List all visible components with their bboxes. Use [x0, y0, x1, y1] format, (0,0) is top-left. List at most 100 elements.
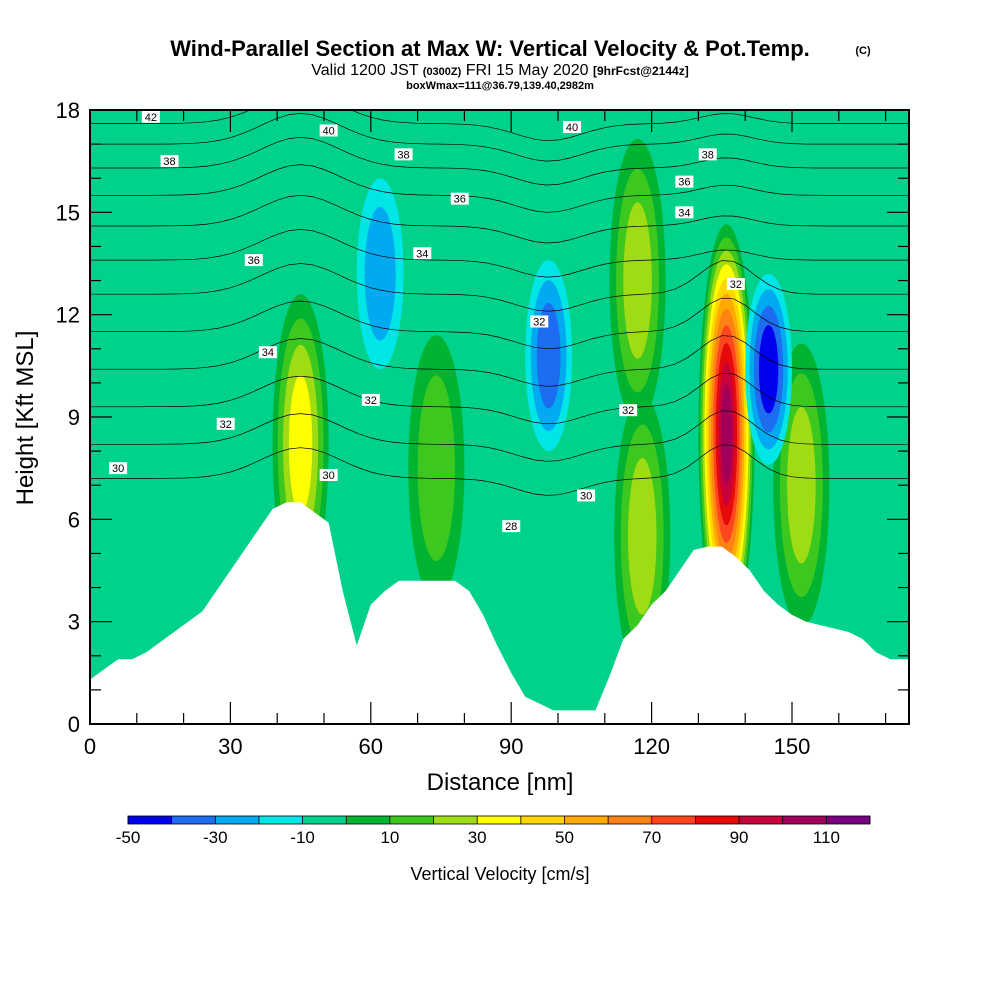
theta-contour-label: 30 [109, 462, 128, 475]
valid-date: FRI 15 May 2020 [466, 62, 589, 79]
velocity-contour-band [627, 458, 657, 615]
y-tick-label: 0 [68, 712, 80, 737]
theta-contour-line [90, 164, 909, 213]
theta-label-text: 38 [397, 149, 409, 161]
velocity-contour-band [758, 324, 779, 414]
theta-contour-label: 34 [258, 346, 277, 359]
velocity-contour-band [288, 374, 313, 514]
y-tick-label: 9 [68, 405, 80, 430]
velocity-contour-band [364, 206, 396, 341]
theta-contour-label: 34 [675, 206, 694, 219]
theta-label-text: 42 [145, 112, 157, 124]
theta-contour-line [90, 260, 909, 312]
colorbar-swatch [389, 816, 434, 824]
theta-contour-line [90, 194, 909, 244]
theta-label-text: 30 [580, 490, 592, 502]
colorbar-swatch [346, 816, 390, 824]
colorbar-tick-label: -50 [116, 828, 141, 847]
y-axis-label: Height [Kft MSL] [12, 331, 39, 506]
theta-contour-label: 28 [502, 520, 521, 533]
theta-contour-line [90, 297, 909, 350]
theta-label-text: 36 [248, 255, 260, 267]
valid-time-utc: (0300Z) [423, 66, 462, 78]
colorbar-tick-label: 10 [380, 828, 399, 847]
colorbar-swatch [128, 816, 172, 824]
theta-label-text: 32 [533, 316, 545, 328]
theta-contour-line [90, 444, 909, 496]
x-tick-label: 120 [633, 734, 670, 759]
theta-contour-line [90, 335, 909, 387]
colorbar-tick-label: 110 [813, 828, 840, 847]
velocity-contour-band [417, 375, 455, 562]
terrain-mask [90, 502, 909, 724]
colorbar-tick-label: 50 [555, 828, 574, 847]
y-tick-label: 12 [56, 303, 80, 328]
theta-label-text: 30 [323, 470, 335, 482]
x-tick-label: 30 [218, 734, 242, 759]
x-axis-label: Distance [nm] [427, 769, 574, 796]
theta-label-text: 38 [702, 149, 714, 161]
theta-contour-line [90, 410, 909, 462]
colorbar-tick-label: -10 [290, 828, 315, 847]
velocity-contour-band [536, 302, 561, 409]
colorbar-swatch [564, 816, 609, 824]
theta-contour-label: 32 [726, 277, 745, 291]
valid-time: Valid 1200 JST [311, 62, 419, 79]
colorbar-swatch [302, 816, 347, 824]
colorbar-swatch [477, 816, 521, 824]
chart-subtitle: Valid 1200 JST (0300Z) FRI 15 May 2020 [… [311, 62, 688, 79]
theta-contour-label: 38 [394, 148, 413, 161]
velocity-contour-band [787, 406, 816, 564]
colorbar-swatch [171, 816, 216, 824]
chart-title: Wind-Parallel Section at Max W: Vertical… [170, 36, 810, 61]
theta-contour-label: 34 [413, 247, 432, 260]
theta-contour-label: 36 [450, 192, 469, 206]
theta-label-text: 34 [678, 207, 690, 219]
theta-contour-line [90, 136, 909, 186]
theta-contour-label: 36 [244, 254, 263, 267]
theta-contour-label: 30 [577, 489, 596, 502]
colorbar-tick-label: 30 [468, 828, 487, 847]
box-wmax-info: boxWmax=111@36.79,139.40,2982m [406, 80, 594, 92]
x-tick-label: 60 [359, 734, 383, 759]
copyright-mark: (C) [855, 45, 871, 57]
colorbar-tick-label: 70 [642, 828, 661, 847]
velocity-contour-band [623, 202, 652, 359]
x-tick-label: 150 [774, 734, 811, 759]
colorbar-swatch [258, 816, 303, 824]
colorbar-swatch [782, 816, 827, 824]
y-tick-label: 6 [68, 507, 80, 532]
colorbar-tick-label: -30 [203, 828, 228, 847]
theta-label-text: 32 [730, 279, 742, 291]
colorbar-swatch [651, 816, 696, 824]
colorbar-swatch [215, 816, 259, 824]
theta-contour-label: 42 [141, 110, 160, 124]
x-tick-label: 90 [499, 734, 523, 759]
theta-label-text: 34 [416, 248, 428, 260]
theta-contour-label: 36 [675, 175, 694, 189]
colorbar-swatch [739, 816, 783, 824]
theta-contour-label: 38 [160, 155, 179, 168]
theta-label-text: 32 [220, 419, 232, 431]
velocity-contour-band [720, 383, 732, 485]
y-tick-label: 18 [56, 98, 80, 123]
theta-label-text: 28 [505, 521, 517, 533]
colorbar-swatch [608, 816, 652, 824]
theta-contour-label: 32 [530, 315, 549, 328]
theta-contour-label: 32 [361, 393, 380, 407]
colorbar-swatch [695, 816, 740, 824]
theta-contour-line [90, 110, 909, 142]
theta-label-text: 38 [163, 156, 175, 168]
forecast-info: [9hrFcst@2144z] [593, 64, 689, 78]
colorbar-label: Vertical Velocity [cm/s] [410, 864, 589, 884]
theta-label-text: 32 [365, 395, 377, 407]
theta-label-text: 30 [112, 463, 124, 475]
theta-contour-label: 30 [319, 468, 338, 482]
y-tick-label: 3 [68, 610, 80, 635]
theta-contour-line [90, 113, 909, 162]
theta-label-text: 34 [262, 347, 274, 359]
theta-contour-label: 40 [563, 121, 582, 134]
theta-label-text: 40 [566, 122, 578, 134]
colorbar-swatch [826, 816, 870, 824]
